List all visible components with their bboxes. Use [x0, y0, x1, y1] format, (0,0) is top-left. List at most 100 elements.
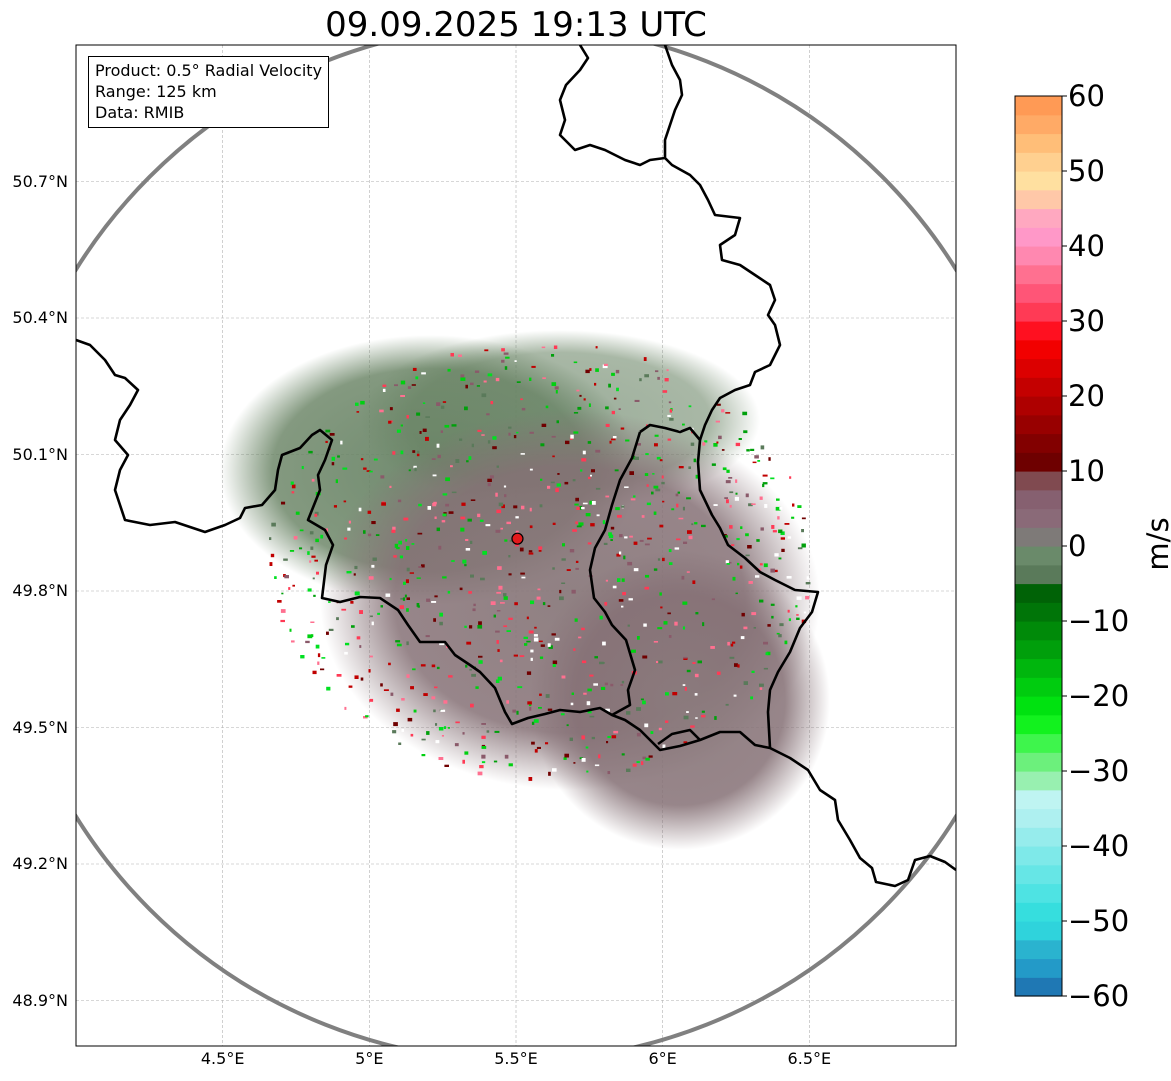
velocity-pixel — [575, 521, 578, 525]
velocity-pixel — [529, 431, 534, 434]
velocity-pixel — [629, 471, 634, 475]
velocity-pixel — [726, 469, 730, 473]
velocity-pixel — [465, 384, 468, 389]
velocity-pixel — [503, 485, 507, 488]
velocity-pixel — [711, 463, 716, 466]
velocity-pixel — [770, 568, 775, 573]
velocity-pixel — [495, 377, 500, 382]
velocity-pixel — [404, 594, 407, 598]
velocity-pixel — [281, 501, 286, 505]
velocity-pixel — [664, 378, 669, 382]
velocity-pixel — [578, 636, 582, 639]
velocity-pixel — [778, 529, 783, 534]
velocity-pixel — [574, 503, 579, 506]
velocity-pixel — [360, 458, 364, 461]
velocity-pixel — [450, 353, 454, 357]
velocity-pixel — [751, 612, 757, 616]
velocity-pixel — [644, 723, 649, 728]
velocity-pixel — [552, 455, 555, 458]
velocity-pixel — [668, 401, 672, 404]
velocity-pixel — [470, 382, 474, 386]
velocity-pixel — [341, 608, 347, 611]
velocity-pixel — [582, 502, 588, 505]
velocity-pixel — [492, 446, 497, 450]
velocity-pixel — [701, 710, 705, 713]
velocity-pixel — [752, 461, 757, 464]
velocity-pixel — [695, 474, 699, 479]
velocity-pixel — [609, 440, 612, 444]
velocity-pixel — [641, 515, 645, 518]
velocity-pixel — [396, 643, 402, 647]
velocity-pixel — [539, 693, 542, 696]
velocity-pixel — [450, 465, 453, 468]
velocity-pixel — [651, 491, 654, 495]
velocity-pixel — [624, 536, 628, 539]
lat-tick-label: 48.9°N — [12, 990, 68, 1010]
velocity-pixel — [610, 683, 614, 687]
velocity-pixel — [444, 424, 450, 428]
velocity-pixel — [654, 434, 659, 437]
velocity-pixel — [344, 706, 347, 710]
velocity-pixel — [431, 664, 436, 668]
velocity-pixel — [653, 511, 657, 515]
velocity-pixel — [477, 513, 481, 518]
velocity-pixel — [315, 644, 320, 649]
velocity-pixel — [633, 495, 636, 498]
velocity-pixel — [612, 436, 617, 439]
velocity-pixel — [290, 481, 294, 485]
velocity-pixel — [677, 491, 680, 494]
velocity-pixel — [375, 534, 380, 536]
velocity-pixel — [475, 686, 479, 689]
velocity-pixel — [732, 576, 736, 581]
velocity-pixel — [729, 491, 734, 494]
velocity-pixel — [436, 402, 441, 406]
velocity-pixel — [533, 634, 538, 637]
velocity-pixel — [611, 735, 617, 739]
velocity-pixel — [320, 668, 325, 671]
velocity-pixel — [607, 736, 611, 739]
velocity-pixel — [501, 504, 505, 509]
velocity-pixel — [605, 708, 610, 712]
velocity-pixel — [412, 668, 416, 671]
velocity-pixel — [442, 513, 447, 517]
velocity-pixel — [310, 546, 314, 550]
map-frame — [75, 44, 957, 1047]
velocity-pixel — [759, 599, 764, 603]
velocity-pixel — [586, 701, 591, 706]
velocity-pixel — [481, 735, 486, 739]
velocity-pixel — [551, 354, 555, 357]
velocity-pixel — [295, 511, 300, 515]
velocity-pixel — [581, 507, 585, 510]
velocity-pixel — [694, 693, 698, 696]
velocity-pixel — [448, 511, 454, 514]
velocity-pixel — [455, 721, 460, 724]
velocity-pixel — [539, 504, 543, 508]
velocity-pixel — [622, 592, 626, 596]
velocity-pixel — [515, 516, 519, 519]
velocity-pixel — [561, 675, 566, 679]
colorbar-tick-label: −40 — [1068, 829, 1130, 863]
velocity-pixel — [548, 771, 551, 776]
velocity-pixel — [665, 692, 669, 696]
velocity-pixel — [465, 548, 471, 551]
velocity-pixel — [722, 467, 727, 471]
velocity-pixel — [573, 361, 578, 364]
velocity-pixel — [570, 702, 574, 706]
velocity-pixel — [317, 653, 321, 658]
velocity-pixel — [392, 526, 396, 531]
velocity-pixel — [621, 578, 625, 582]
velocity-pixel — [581, 758, 586, 762]
velocity-pixel — [619, 534, 623, 538]
velocity-pixel — [786, 576, 792, 579]
velocity-pixel — [434, 595, 438, 598]
colorbar-tick-label: −50 — [1068, 904, 1130, 938]
velocity-pixel — [366, 470, 371, 472]
velocity-pixel — [615, 369, 620, 374]
velocity-pixel — [667, 414, 671, 417]
velocity-pixel — [579, 757, 583, 760]
velocity-pixel — [355, 402, 359, 406]
velocity-pixel — [576, 389, 580, 392]
velocity-pixel — [474, 370, 480, 373]
velocity-pixel — [440, 430, 443, 433]
